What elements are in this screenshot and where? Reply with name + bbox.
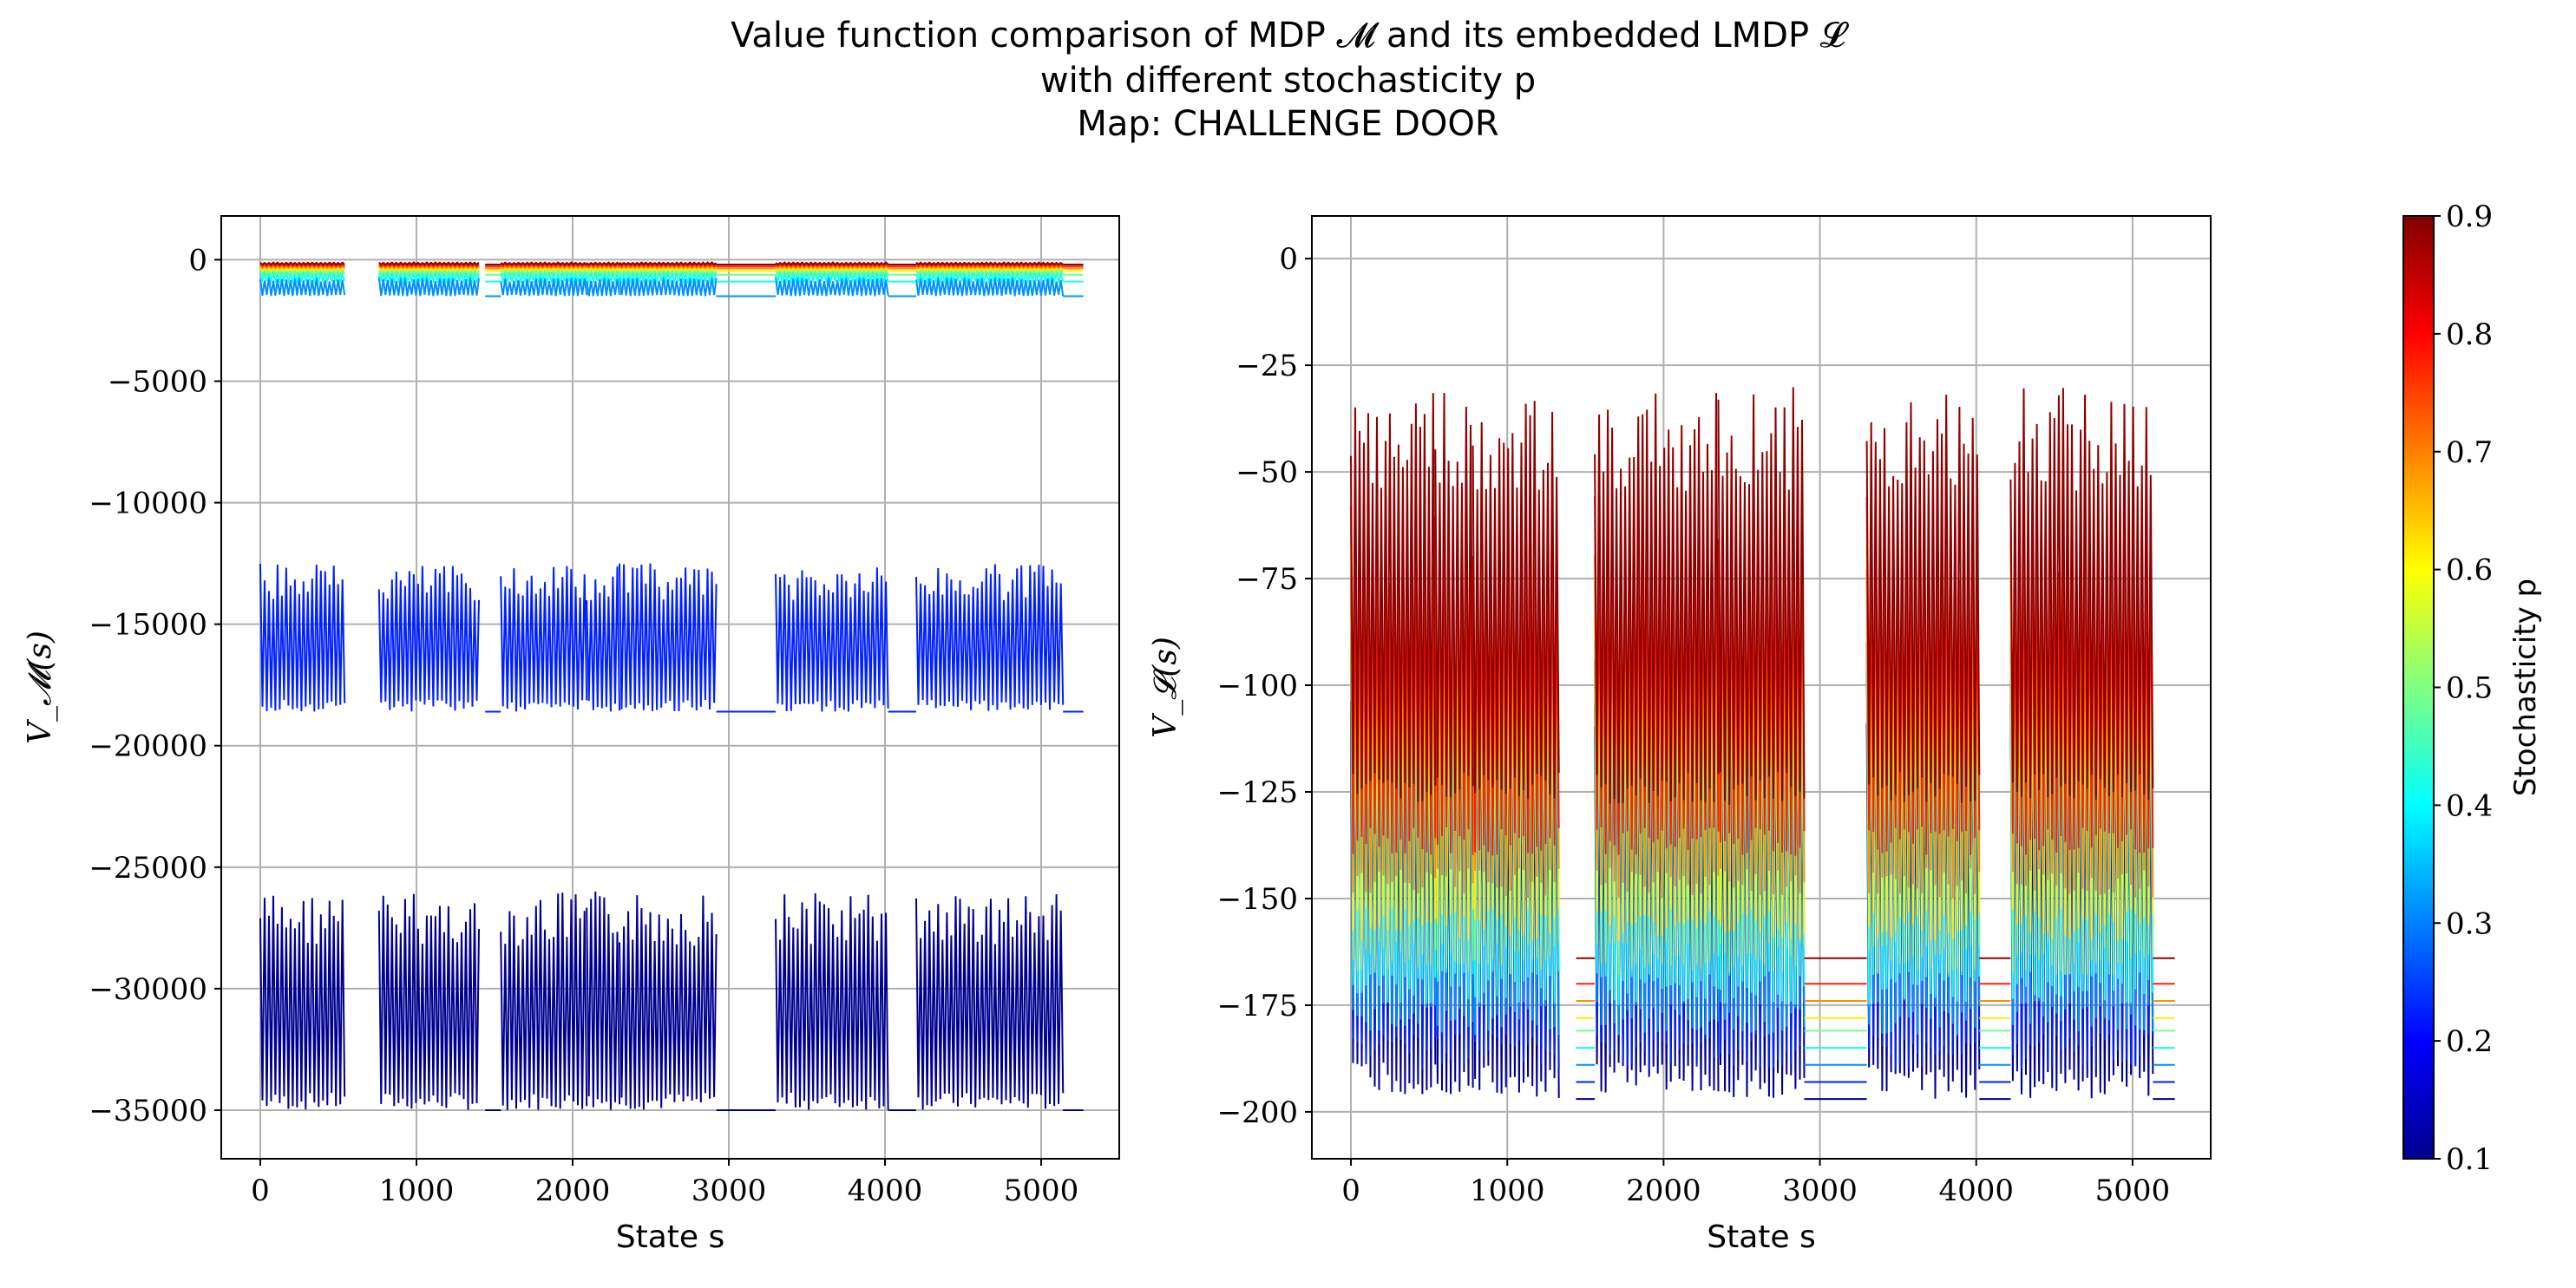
colorbar-tick-label: 0.4 <box>2446 788 2493 823</box>
figure-title-line-1: Value function comparison of MDP 𝓜 and i… <box>731 16 1845 56</box>
y-tick-label: −25 <box>1236 349 1298 383</box>
y-tick-label: 0 <box>188 243 207 278</box>
colorbar-tick-label: 0.2 <box>2446 1024 2493 1059</box>
y-tick-label: −175 <box>1217 989 1298 1023</box>
y-tick-label: −150 <box>1217 882 1298 917</box>
figure-title-line-2: with different stochasticity p <box>1039 61 1537 101</box>
left-series-layer <box>259 261 1084 1111</box>
series-line-p-0.4 <box>259 269 1084 285</box>
y-tick-label: −125 <box>1217 775 1298 810</box>
series-line-p-0.5 <box>259 266 1084 278</box>
series-line-p-0.3 <box>259 276 1084 297</box>
y-tick-label: −75 <box>1236 562 1298 597</box>
colorbar-tick-label: 0.3 <box>2446 906 2493 941</box>
colorbar: 0.1 0.2 0.3 0.4 0.5 0.6 0.7 0.8 0.9 Stochasticit… <box>2402 199 2543 1177</box>
x-tick-label: 5000 <box>1004 1174 1079 1208</box>
x-tick-label: 3000 <box>692 1174 767 1208</box>
series-line-p-0.6 <box>259 265 1084 273</box>
right-series-layer <box>1350 387 2175 1101</box>
left-y-ticks: 0 −5000 −10000 −15000 −20000 −25000 −30000 −350… <box>88 243 221 1128</box>
right-x-axis-label: State s <box>1707 1219 1816 1255</box>
series-line-p-0.2 <box>259 563 1084 713</box>
x-tick-label: 0 <box>1341 1174 1360 1208</box>
right-x-ticks: 0 1000 2000 3000 4000 5000 <box>1341 1159 2170 1208</box>
series-line-p-0.7 <box>259 264 1084 271</box>
y-tick-label: −100 <box>1217 669 1298 703</box>
x-tick-label: 0 <box>251 1174 270 1208</box>
left-x-ticks: 0 1000 2000 3000 4000 5000 <box>251 1159 1078 1208</box>
x-tick-label: 1000 <box>1470 1174 1545 1208</box>
colorbar-tick-label: 0.1 <box>2446 1142 2493 1177</box>
right-y-axis-label: V_𝓛(s) <box>1148 637 1183 738</box>
y-tick-label: −200 <box>1217 1095 1298 1130</box>
y-tick-label: −10000 <box>88 487 207 521</box>
x-tick-label: 2000 <box>1626 1174 1701 1208</box>
x-tick-label: 4000 <box>848 1174 923 1208</box>
series-line-p-0.9 <box>1350 387 2175 959</box>
y-tick-label: −25000 <box>88 851 207 886</box>
y-tick-label: −50 <box>1236 455 1298 490</box>
colorbar-label: Stochasticity p <box>2508 579 2543 796</box>
x-tick-label: 4000 <box>1938 1174 2014 1208</box>
left-y-axis-label: V_𝓜(s) <box>23 631 58 744</box>
x-tick-label: 1000 <box>379 1174 455 1208</box>
left-plot-frame <box>220 215 1120 1160</box>
figure-title-line-3: Map: CHALLENGE DOOR <box>1077 104 1499 144</box>
colorbar-tick-label: 0.7 <box>2446 435 2493 470</box>
x-tick-label: 5000 <box>2095 1174 2171 1208</box>
series-line-p-0.8 <box>259 262 1084 268</box>
y-tick-label: 0 <box>1279 242 1298 277</box>
y-tick-label: −35000 <box>88 1094 207 1128</box>
x-tick-label: 2000 <box>535 1174 611 1208</box>
y-tick-label: −30000 <box>88 972 207 1007</box>
x-tick-label: 3000 <box>1782 1174 1858 1208</box>
colorbar-tick-label: 0.9 <box>2446 199 2493 234</box>
left-value-plot: 0 1000 2000 3000 4000 5000 0 −5000 −10000 −15000… <box>23 215 1120 1255</box>
y-tick-label: −20000 <box>88 729 207 764</box>
colorbar-tick-label: 0.5 <box>2446 671 2493 706</box>
series-line-p-0.1 <box>259 891 1084 1111</box>
left-x-axis-label: State s <box>616 1219 725 1255</box>
right-value-plot: 0 1000 2000 3000 4000 5000 0 −25 −50 −75 −100 −125… <box>1148 215 2212 1255</box>
right-y-ticks: 0 −25 −50 −75 −100 −125 −150 −175 −200 <box>1217 242 1312 1130</box>
colorbar-ticks: 0.1 0.2 0.3 0.4 0.5 0.6 0.7 0.8 0.9 <box>2434 199 2493 1177</box>
series-line-p-0.9 <box>259 261 1084 266</box>
right-plot-frame <box>1311 215 2212 1160</box>
colorbar-tick-label: 0.8 <box>2446 317 2493 352</box>
colorbar-gradient <box>2402 215 2435 1160</box>
colorbar-tick-label: 0.6 <box>2446 553 2493 588</box>
y-tick-label: −5000 <box>108 365 207 400</box>
y-tick-label: −15000 <box>88 608 207 643</box>
